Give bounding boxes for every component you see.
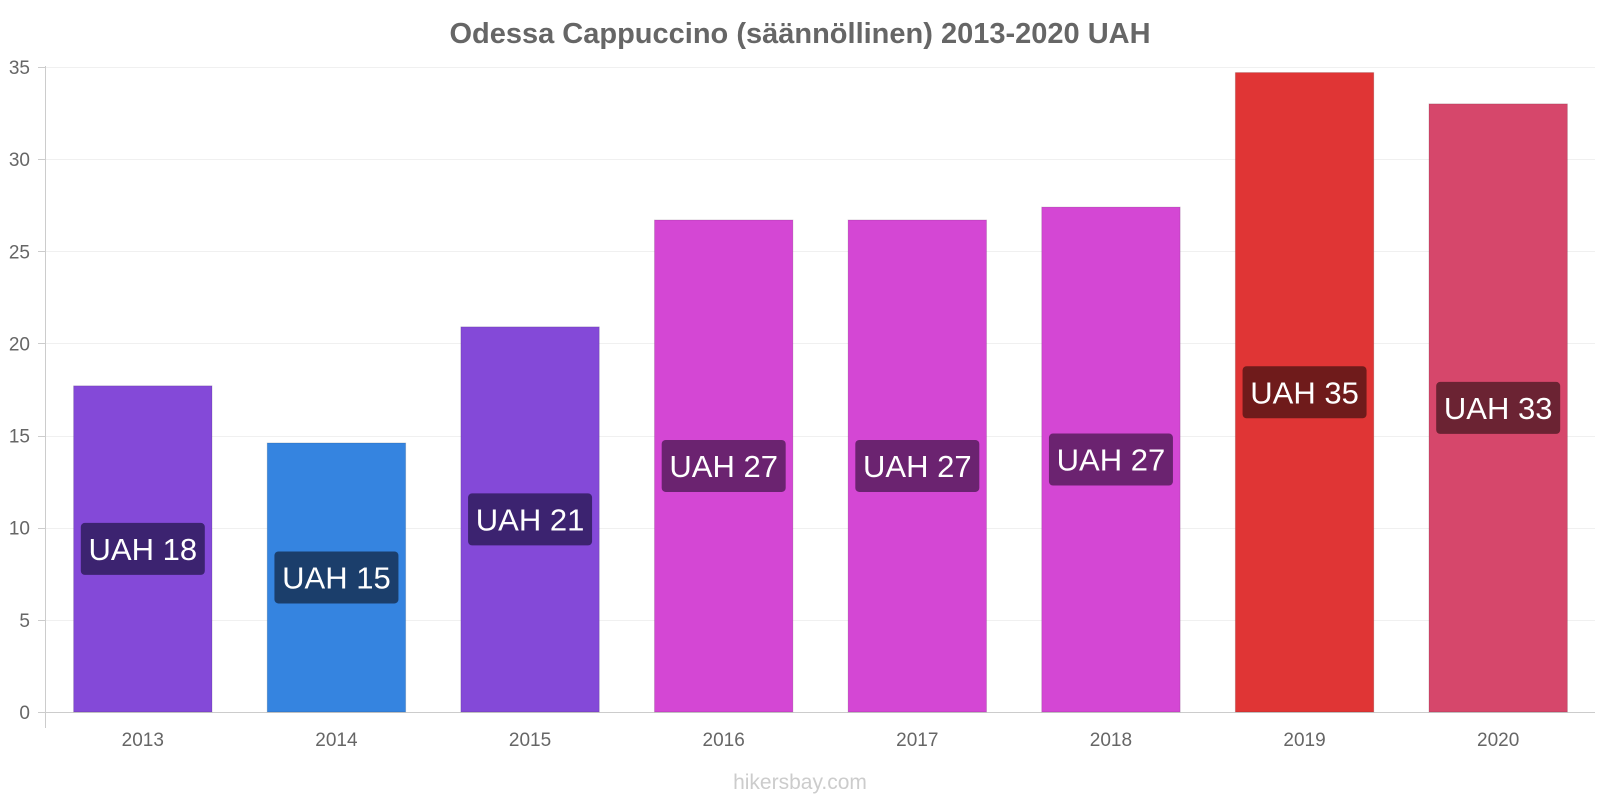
x-tick-label: 2017 — [896, 730, 938, 751]
data-label-2017: UAH 27 — [855, 439, 980, 492]
data-label-2015: UAH 21 — [468, 493, 593, 546]
x-tick-label: 2020 — [1477, 730, 1519, 751]
data-label-2014: UAH 15 — [274, 551, 399, 604]
x-tick-label: 2013 — [122, 730, 164, 751]
data-label-2018: UAH 27 — [1048, 433, 1173, 486]
data-label-text: UAH 33 — [1444, 391, 1553, 426]
y-tick-label: 10 — [9, 519, 30, 540]
y-tick-label: 5 — [19, 611, 30, 632]
x-tick-label: 2016 — [703, 730, 745, 751]
data-label-bg — [80, 522, 205, 575]
source-watermark: hikersbay.com — [733, 771, 867, 794]
data-label-bg — [274, 551, 399, 604]
x-tick-label: 2018 — [1090, 730, 1132, 751]
y-tick-label: 25 — [9, 242, 30, 263]
data-label-bg — [1436, 381, 1561, 434]
x-tick-label: 2019 — [1283, 730, 1325, 751]
data-label-text: UAH 15 — [282, 560, 391, 595]
y-tick-labels: 0 5 10 15 20 25 30 35 — [9, 58, 45, 724]
data-label-2020: UAH 33 — [1436, 381, 1561, 434]
data-label-text: UAH 35 — [1250, 375, 1359, 410]
data-labels: UAH 18 UAH 15 UAH 21 UAH 27 UAH 27 UAH 27 UAH … — [80, 366, 1561, 604]
x-tick-labels: 2013 2014 2015 2016 2017 2018 2019 2020 — [122, 730, 1520, 751]
data-label-text: UAH 27 — [669, 449, 778, 484]
y-tick-label: 0 — [19, 703, 30, 724]
axes — [45, 66, 1595, 728]
data-label-bg — [1048, 433, 1173, 486]
y-tick-label: 30 — [9, 150, 30, 171]
data-label-text: UAH 18 — [89, 532, 198, 567]
data-label-bg — [1242, 366, 1367, 419]
data-label-bg — [468, 493, 593, 546]
x-tick-label: 2015 — [509, 730, 551, 751]
y-tick-label: 35 — [9, 58, 30, 79]
chart-title: Odessa Cappuccino (säännöllinen) 2013-20… — [449, 18, 1150, 50]
y-tick-label: 20 — [9, 334, 30, 355]
data-label-text: UAH 27 — [863, 449, 972, 484]
x-tick-label: 2014 — [315, 730, 358, 751]
data-label-2013: UAH 18 — [80, 522, 205, 575]
data-label-bg — [661, 439, 786, 492]
data-label-2019: UAH 35 — [1242, 366, 1367, 419]
data-label-bg — [855, 439, 980, 492]
data-label-text: UAH 21 — [476, 502, 585, 537]
y-tick-label: 15 — [9, 427, 30, 448]
data-label-2016: UAH 27 — [661, 439, 786, 492]
data-label-text: UAH 27 — [1057, 443, 1166, 478]
